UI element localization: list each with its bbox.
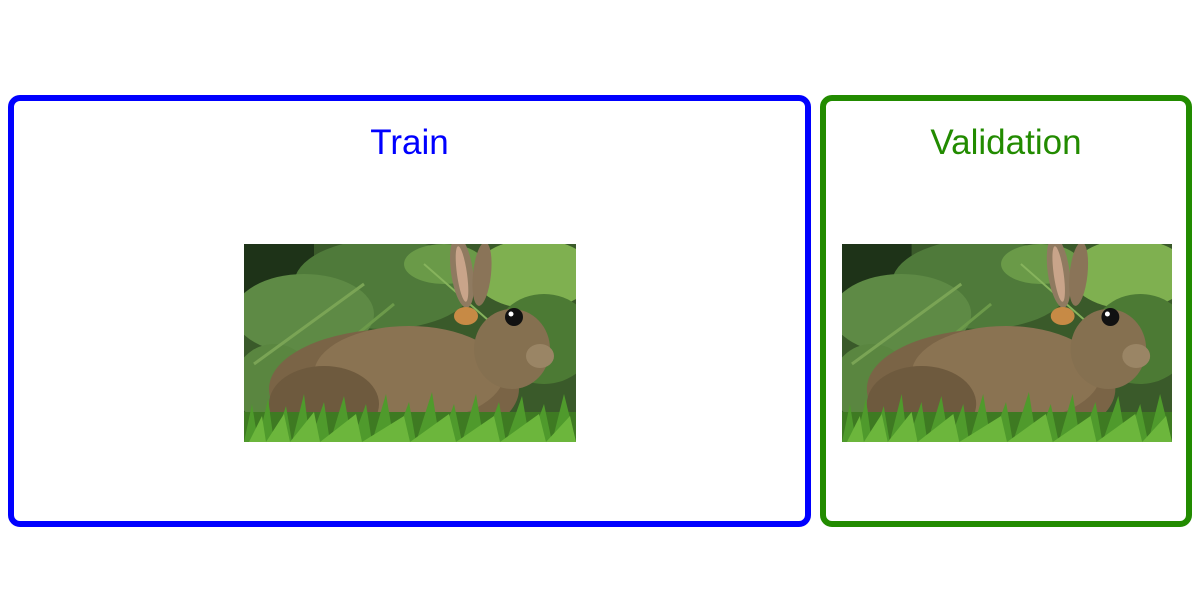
train-title: Train [370,123,449,162]
validation-panel: Validation [820,95,1192,527]
train-rabbit-image [244,244,576,442]
validation-title: Validation [930,123,1082,162]
train-panel: Train [8,95,811,527]
validation-rabbit-image [842,244,1172,442]
